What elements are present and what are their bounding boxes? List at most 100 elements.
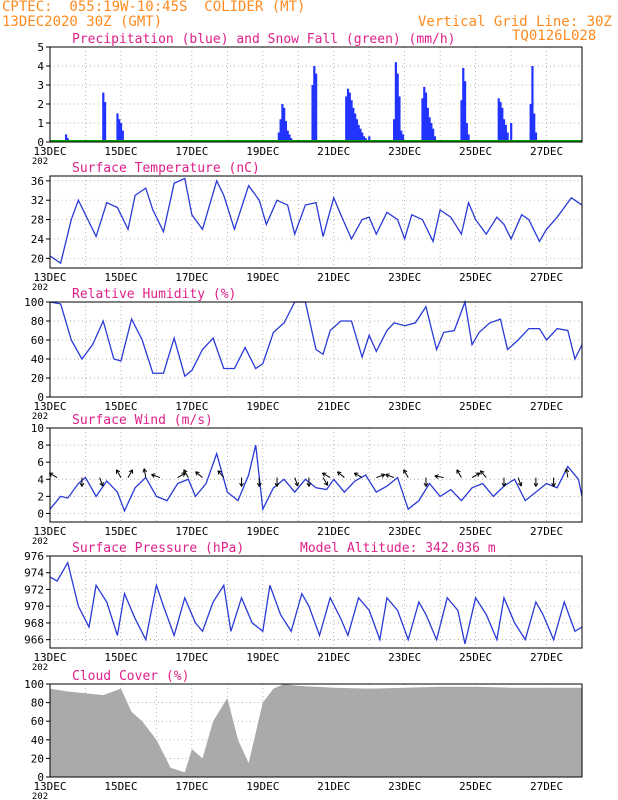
x-tick-year-fragment: 202: [32, 663, 48, 673]
wind-direction-arrowhead: [258, 482, 262, 487]
x-tick-label: 13DEC: [33, 780, 66, 793]
header-line2: 13DEC2020 30Z (GMT): [2, 14, 163, 30]
x-tick-label: 17DEC: [175, 145, 208, 158]
y-tick-label: 970: [24, 600, 44, 613]
wind-direction-arrow: [434, 475, 444, 479]
x-tick-label: 19DEC: [246, 525, 279, 538]
precip-bar: [361, 132, 364, 142]
wind-direction-arrow: [195, 471, 203, 478]
wind-direction-arrow: [294, 477, 299, 487]
wind-direction-arrow: [403, 469, 409, 478]
x-tick-label: 19DEC: [246, 145, 279, 158]
x-tick-label: 17DEC: [175, 780, 208, 793]
precip-bar: [277, 132, 280, 142]
precip-bar: [460, 100, 463, 142]
x-tick-year-fragment: 202: [32, 412, 48, 422]
precip-bar: [428, 117, 431, 142]
precip-bar: [501, 107, 504, 142]
x-tick-label: 23DEC: [388, 400, 421, 413]
series-line-wind: [49, 444, 583, 513]
x-tick-label: 17DEC: [175, 525, 208, 538]
y-tick-label: 0: [37, 136, 44, 149]
series-line-temp: [49, 177, 583, 265]
wind-direction-arrow: [127, 469, 133, 478]
x-tick-label: 23DEC: [388, 525, 421, 538]
y-tick-label: 4: [37, 473, 44, 486]
x-tick-label: 27DEC: [530, 400, 563, 413]
wind-direction-arrowhead: [116, 469, 121, 473]
x-tick-label: 21DEC: [317, 525, 350, 538]
wind-direction-arrow: [183, 469, 189, 478]
x-tick-label: 23DEC: [388, 651, 421, 664]
precip-bar: [121, 130, 124, 142]
wind-direction-arrowhead: [297, 481, 299, 487]
y-tick-label: 100: [24, 296, 44, 309]
wind-direction-arrowhead: [434, 475, 439, 479]
x-tick-label: 25DEC: [459, 780, 492, 793]
x-tick-label: 19DEC: [246, 400, 279, 413]
wind-direction-arrowhead: [381, 474, 386, 478]
precip-bar: [424, 92, 428, 142]
wind-direction-arrow: [480, 470, 487, 478]
y-tick-label: 20: [31, 252, 44, 265]
precip-bar: [315, 73, 318, 142]
header-line1: CPTEC: 055:19W-10:45S COLIDER (MT): [2, 0, 306, 15]
precip-bar: [510, 123, 513, 142]
precip-bar: [350, 100, 353, 142]
y-tick-label: 968: [24, 617, 44, 630]
precip-bar: [357, 124, 360, 142]
x-tick-label: 15DEC: [104, 400, 137, 413]
panel-frame: [49, 301, 583, 398]
x-tick-label: 17DEC: [175, 400, 208, 413]
precip-bar: [432, 128, 435, 142]
wind-direction-arrow: [456, 469, 462, 478]
wind-direction-arrowhead: [480, 470, 485, 473]
wind-direction-arrowhead: [217, 470, 222, 473]
x-tick-year-fragment: 202: [32, 537, 48, 547]
x-tick-label: 25DEC: [459, 525, 492, 538]
x-tick-label: 23DEC: [388, 780, 421, 793]
precip-bar: [502, 119, 506, 142]
panel-title-precip: Precipitation (blue) and Snow Fall (gree…: [72, 32, 456, 47]
wind-direction-arrowhead: [142, 468, 145, 473]
precip-bar: [118, 119, 121, 142]
wind-direction-arrow: [322, 477, 329, 486]
precip-bar: [506, 132, 509, 142]
precip-bar: [354, 113, 357, 142]
precip-bar: [119, 123, 123, 142]
precip-bar: [497, 98, 500, 142]
wind-direction-arrow: [354, 472, 363, 478]
wind-direction-arrowhead: [81, 482, 85, 487]
y-tick-label: 6: [37, 456, 44, 469]
wind-direction-arrowhead: [151, 473, 156, 475]
panel-precip: Precipitation (blue) and Snow Fall (gree…: [32, 32, 583, 167]
panel-title-rh: Relative Humidity (%): [72, 287, 236, 302]
panel-temp: Surface Temperature (nC) 20 24 28 32 36 13DEC 1…: [31, 161, 583, 293]
panel-annotation-pressure: Model Altitude: 342.036 m: [300, 541, 496, 556]
precip-bar: [288, 134, 291, 142]
x-tick-label: 19DEC: [246, 271, 279, 284]
precip-bar: [362, 136, 366, 142]
wind-direction-arrowhead: [195, 471, 198, 476]
panel-pressure: Surface Pressure (hPa) Model Altitude: 34…: [24, 541, 583, 673]
precip-bar: [279, 119, 282, 142]
precip-bar: [400, 130, 403, 142]
precip-bar: [359, 128, 362, 142]
y-tick-label: 972: [24, 583, 44, 596]
x-tick-label: 13DEC: [33, 400, 66, 413]
precip-bar: [102, 92, 105, 142]
precip-bar: [465, 123, 468, 142]
precip-bar: [423, 86, 426, 142]
precip-bar: [355, 119, 358, 142]
precip-bar: [313, 66, 316, 142]
y-tick-label: 60: [31, 334, 44, 347]
precip-bar: [345, 96, 348, 142]
wind-direction-arrow: [143, 468, 147, 478]
precip-bar: [64, 134, 68, 142]
panel-wind: Surface Wind (m/s) 0 2 4 6 8 10 13DEC 15DEC 17DEC…: [31, 413, 583, 547]
wind-direction-arrowhead: [565, 468, 570, 473]
wind-direction-arrowhead: [323, 482, 328, 486]
x-tick-label: 15DEC: [104, 651, 137, 664]
precip-bar: [534, 132, 538, 142]
y-tick-label: 40: [31, 353, 44, 366]
